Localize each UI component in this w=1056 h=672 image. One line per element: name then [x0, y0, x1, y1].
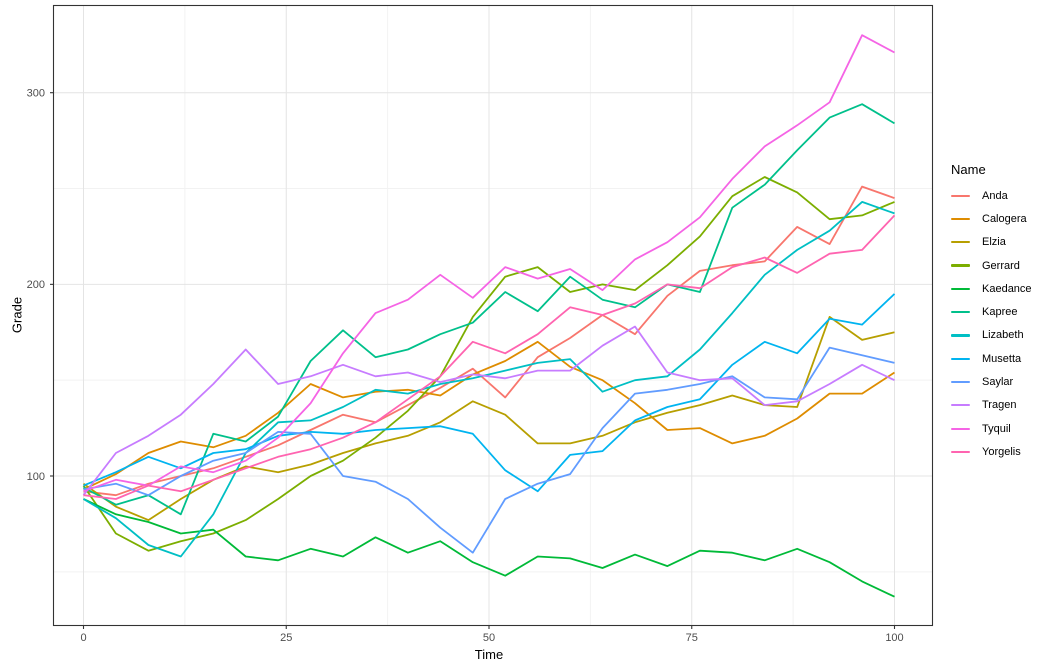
legend-label: Musetta: [982, 352, 1022, 365]
legend-swatch: [951, 450, 970, 453]
y-tick-label: 100: [27, 471, 45, 483]
legend-key-line: [951, 420, 970, 437]
legend-swatch: [951, 311, 970, 314]
legend-swatch: [951, 334, 970, 337]
legend-label: Kapree: [982, 306, 1018, 319]
legend-label: Yorgelis: [982, 445, 1021, 458]
legend-item-tragen: Tragen: [951, 394, 1032, 417]
y-tick-label: 200: [27, 279, 45, 291]
legend-swatch: [951, 427, 970, 430]
x-axis-title: Time: [474, 647, 504, 662]
legend-swatch: [951, 404, 970, 407]
legend: Name Anda Calogera Elzia Gerrard Kaedance Kap…: [951, 162, 1032, 464]
legend-swatch: [951, 241, 970, 244]
legend-key-line: [951, 257, 970, 274]
legend-item-lizabeth: Lizabeth: [951, 324, 1032, 347]
legend-label: Gerrard: [982, 259, 1020, 272]
legend-label: Tyquil: [982, 422, 1011, 435]
legend-label: Kaedance: [982, 282, 1032, 295]
legend-label: Saylar: [982, 376, 1014, 389]
legend-key-line: [951, 443, 970, 460]
panel-border: [52, 4, 934, 627]
legend-item-yorgelis: Yorgelis: [951, 440, 1032, 463]
series-line-saylar: [83, 346, 895, 554]
legend-label: Anda: [982, 189, 1008, 202]
panel-background: [53, 5, 933, 626]
legend-key-line: [951, 280, 970, 297]
series-line-lizabeth: [83, 200, 895, 558]
legend-swatch: [951, 287, 970, 290]
legend-item-gerrard: Gerrard: [951, 254, 1032, 277]
legend-key-line: [951, 397, 970, 414]
legend-item-anda: Anda: [951, 184, 1032, 207]
x-tick-label: 100: [885, 632, 903, 644]
legend-item-calogera: Calogera: [951, 207, 1032, 230]
legend-swatch: [951, 217, 970, 221]
y-axis-title: Grade: [9, 296, 25, 334]
series-line-musetta: [83, 293, 896, 493]
legend-key-line: [951, 210, 970, 227]
legend-swatch: [951, 357, 970, 360]
legend-label: Tragen: [982, 399, 1017, 412]
legend-item-musetta: Musetta: [951, 347, 1032, 370]
series-line-gerrard: [82, 176, 895, 552]
legend-key-line: [951, 327, 970, 344]
legend-key-line: [951, 374, 970, 391]
series-line-calogera: [83, 340, 895, 491]
x-tick-label: 75: [686, 632, 698, 644]
x-tick-label: 25: [280, 632, 292, 644]
series-line-tyquil: [83, 34, 895, 493]
x-tick-label: 50: [483, 632, 495, 644]
legend-item-elzia: Elzia: [951, 231, 1032, 254]
legend-swatch: [951, 194, 970, 197]
legend-label: Elzia: [982, 236, 1006, 249]
series-line-kaedance: [83, 498, 895, 598]
legend-item-kaedance: Kaedance: [951, 277, 1032, 300]
series-line-kapree: [83, 103, 895, 516]
legend-label: Calogera: [982, 212, 1027, 225]
legend-key-line: [951, 350, 970, 367]
legend-item-tyquil: Tyquil: [951, 417, 1032, 440]
series-line-yorgelis: [83, 214, 896, 500]
legend-key-line: [951, 234, 970, 251]
legend-key-line: [951, 187, 970, 204]
legend-key-line: [951, 304, 970, 321]
legend-items: Anda Calogera Elzia Gerrard Kaedance Kapree Li…: [951, 184, 1032, 464]
x-tick-label: 0: [80, 632, 86, 644]
legend-item-kapree: Kapree: [951, 300, 1032, 323]
y-tick-label: 300: [27, 88, 45, 100]
legend-swatch: [951, 380, 970, 384]
series-line-anda: [83, 185, 895, 497]
legend-label: Lizabeth: [982, 329, 1024, 342]
legend-item-saylar: Saylar: [951, 370, 1032, 393]
series-line-tragen: [82, 325, 895, 496]
legend-title: Name: [951, 162, 986, 177]
legend-swatch: [951, 264, 970, 267]
